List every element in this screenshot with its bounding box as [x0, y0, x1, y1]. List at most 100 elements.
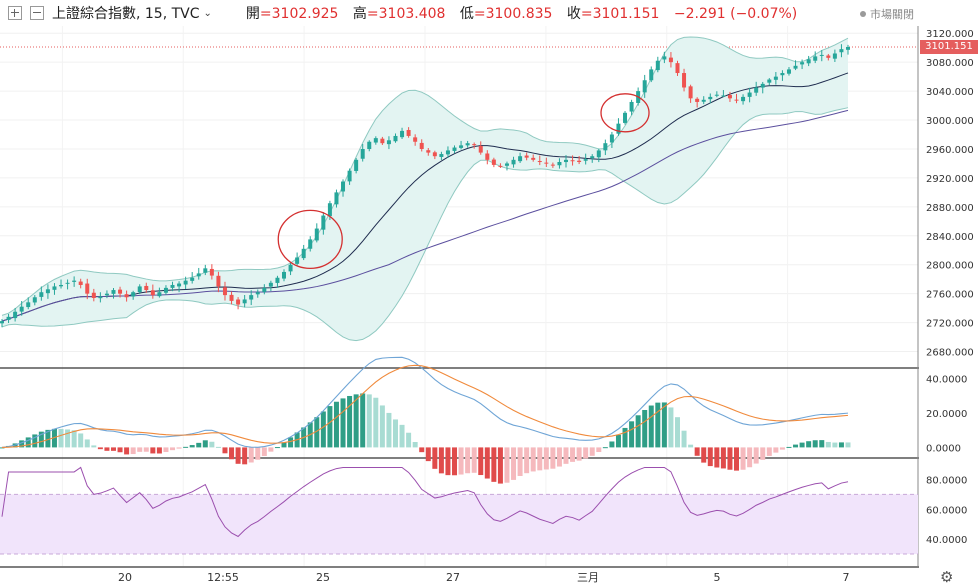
price-tick-label: 2800.000 — [926, 261, 974, 272]
macd-histogram-bar — [51, 428, 57, 448]
macd-histogram-bar — [563, 447, 569, 464]
candle-body — [786, 69, 791, 74]
candle-body — [104, 293, 109, 296]
candle-body — [39, 292, 44, 297]
macd-histogram-bar — [432, 447, 438, 469]
price-tick-label: 2840.000 — [926, 232, 974, 243]
close-label: 收 — [566, 6, 581, 22]
candle-body — [400, 130, 405, 138]
macd-histogram-bar — [471, 447, 477, 473]
candle-body — [242, 299, 247, 304]
macd-histogram-bar — [281, 442, 287, 448]
candle-body — [682, 73, 687, 88]
symbol-title[interactable]: 上證綜合指數, 15, TVC — [52, 6, 200, 22]
macd-histogram-bar — [373, 397, 379, 448]
price-tick-label: 3000.000 — [926, 116, 974, 127]
time-tick-label: 三月 — [577, 571, 599, 584]
candle-body — [380, 138, 385, 144]
macd-histogram-bar — [104, 447, 110, 451]
candle-body — [255, 292, 260, 295]
price-tick-label: 2920.000 — [926, 174, 974, 185]
macd-histogram-bar — [766, 447, 772, 456]
macd-histogram-bar — [550, 447, 556, 469]
macd-histogram-bar — [458, 447, 464, 475]
macd-histogram-bar — [399, 424, 405, 448]
ohlc-readout: 開=3102.925 高=3103.408 低=3100.835 收=3101.… — [246, 3, 797, 23]
chevron-down-icon[interactable]: ⌄ — [203, 7, 212, 19]
candle-body — [163, 287, 168, 293]
macd-histogram-bar — [825, 441, 831, 448]
rsi-line — [1, 466, 849, 538]
candle-body — [157, 292, 162, 297]
gear-icon[interactable]: ⚙ — [940, 568, 954, 586]
candle-body — [465, 143, 470, 146]
macd-histogram-bar — [517, 447, 523, 476]
macd-histogram-bar — [412, 442, 418, 448]
candle-body — [190, 277, 195, 281]
macd-histogram-bar — [747, 447, 753, 468]
candle-body — [314, 228, 319, 241]
macd-histogram-bar — [176, 447, 182, 449]
macd-histogram-bar — [681, 430, 687, 448]
macd-histogram-bar — [707, 447, 713, 467]
candle-body — [688, 86, 693, 99]
macd-histogram-bar — [491, 447, 497, 482]
macd-histogram-bar — [478, 447, 484, 476]
ma20-line — [1, 72, 849, 322]
rsi-pane[interactable] — [0, 466, 918, 555]
candle-body — [544, 162, 549, 164]
candle-body — [642, 80, 647, 93]
collapse-icon[interactable] — [30, 6, 44, 20]
candle-body — [793, 65, 798, 69]
candle-body — [406, 129, 411, 136]
candle-body — [649, 69, 654, 81]
candle-body — [452, 147, 457, 151]
candle-body — [52, 286, 57, 290]
macd-histogram-bar — [255, 447, 261, 460]
candle-body — [491, 159, 496, 165]
candle-body — [813, 56, 818, 61]
rsi-tick-label: 40.0000 — [926, 535, 967, 546]
macd-tick-label: 0.0000 — [926, 443, 961, 454]
macd-histogram-bar — [609, 441, 615, 448]
macd-histogram-bar — [655, 402, 661, 448]
candle-body — [321, 215, 326, 230]
candle-body — [675, 63, 680, 74]
rsi-tick-label: 60.0000 — [926, 505, 967, 516]
price-tick-label: 2680.000 — [926, 348, 974, 359]
macd-line — [1, 356, 849, 448]
candle-body — [767, 79, 772, 83]
candle-body — [177, 283, 182, 287]
macd-histogram-bar — [543, 447, 549, 470]
low-value: =3100.835 — [473, 6, 553, 22]
bollinger-fill — [2, 36, 848, 341]
macd-histogram-bar — [19, 440, 25, 448]
expand-icon[interactable] — [8, 6, 22, 20]
macd-histogram-bar — [727, 447, 733, 470]
candle-body — [800, 62, 805, 65]
candle-body — [819, 54, 824, 56]
macd-histogram-bar — [261, 447, 267, 457]
candle-body — [295, 257, 300, 264]
candle-body — [439, 154, 444, 157]
annotation-ellipse — [277, 209, 343, 270]
macd-histogram-bar — [150, 447, 156, 454]
candle-body — [537, 161, 542, 163]
macd-histogram-bar — [209, 441, 215, 448]
macd-histogram-bar — [786, 446, 792, 448]
change-value: −2.291 (−0.07%) — [673, 6, 798, 22]
candle-body — [282, 271, 286, 279]
candle-body — [347, 170, 352, 182]
macd-histogram-bar — [570, 447, 576, 462]
candle-body — [262, 287, 267, 292]
macd-pane[interactable] — [0, 356, 851, 484]
macd-histogram-bar — [137, 447, 143, 452]
candle-body — [124, 294, 129, 298]
candle-body — [609, 134, 614, 143]
candle-body — [564, 159, 568, 163]
macd-histogram-bar — [65, 429, 71, 448]
candlesticks[interactable] — [0, 44, 850, 328]
candle-body — [459, 145, 464, 148]
macd-histogram-bar — [386, 412, 392, 448]
